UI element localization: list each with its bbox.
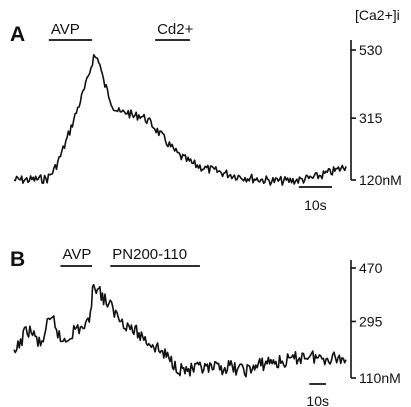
time-scale-label: 10s [304,197,327,213]
time-scale-label: 10s [306,393,329,407]
y-unit-label: [Ca2+]i [355,7,400,23]
calcium-trace-series [13,283,347,378]
panel-label: B [10,248,25,271]
panel-label: A [10,23,25,46]
y-tick-label: 120nM [359,172,402,188]
calcium-trace-series [13,54,347,186]
y-tick-label: 315 [359,110,383,126]
panel-b: B AVP PN200-110 470 295 110nM 10s [10,246,401,407]
panel-a: A AVP Cd2+ 530 315 120nM [Ca2+]i 10s [10,7,402,213]
y-tick-label: 110nM [359,370,401,386]
y-tick-label: 530 [359,42,383,58]
y-tick-label: 295 [359,313,383,329]
annotation-label: PN200-110 [112,246,187,263]
y-tick-label: 470 [359,260,383,276]
annotation-label: AVP [62,246,91,263]
annotation-label: AVP [51,21,80,38]
annotation-label: Cd2+ [157,21,194,38]
